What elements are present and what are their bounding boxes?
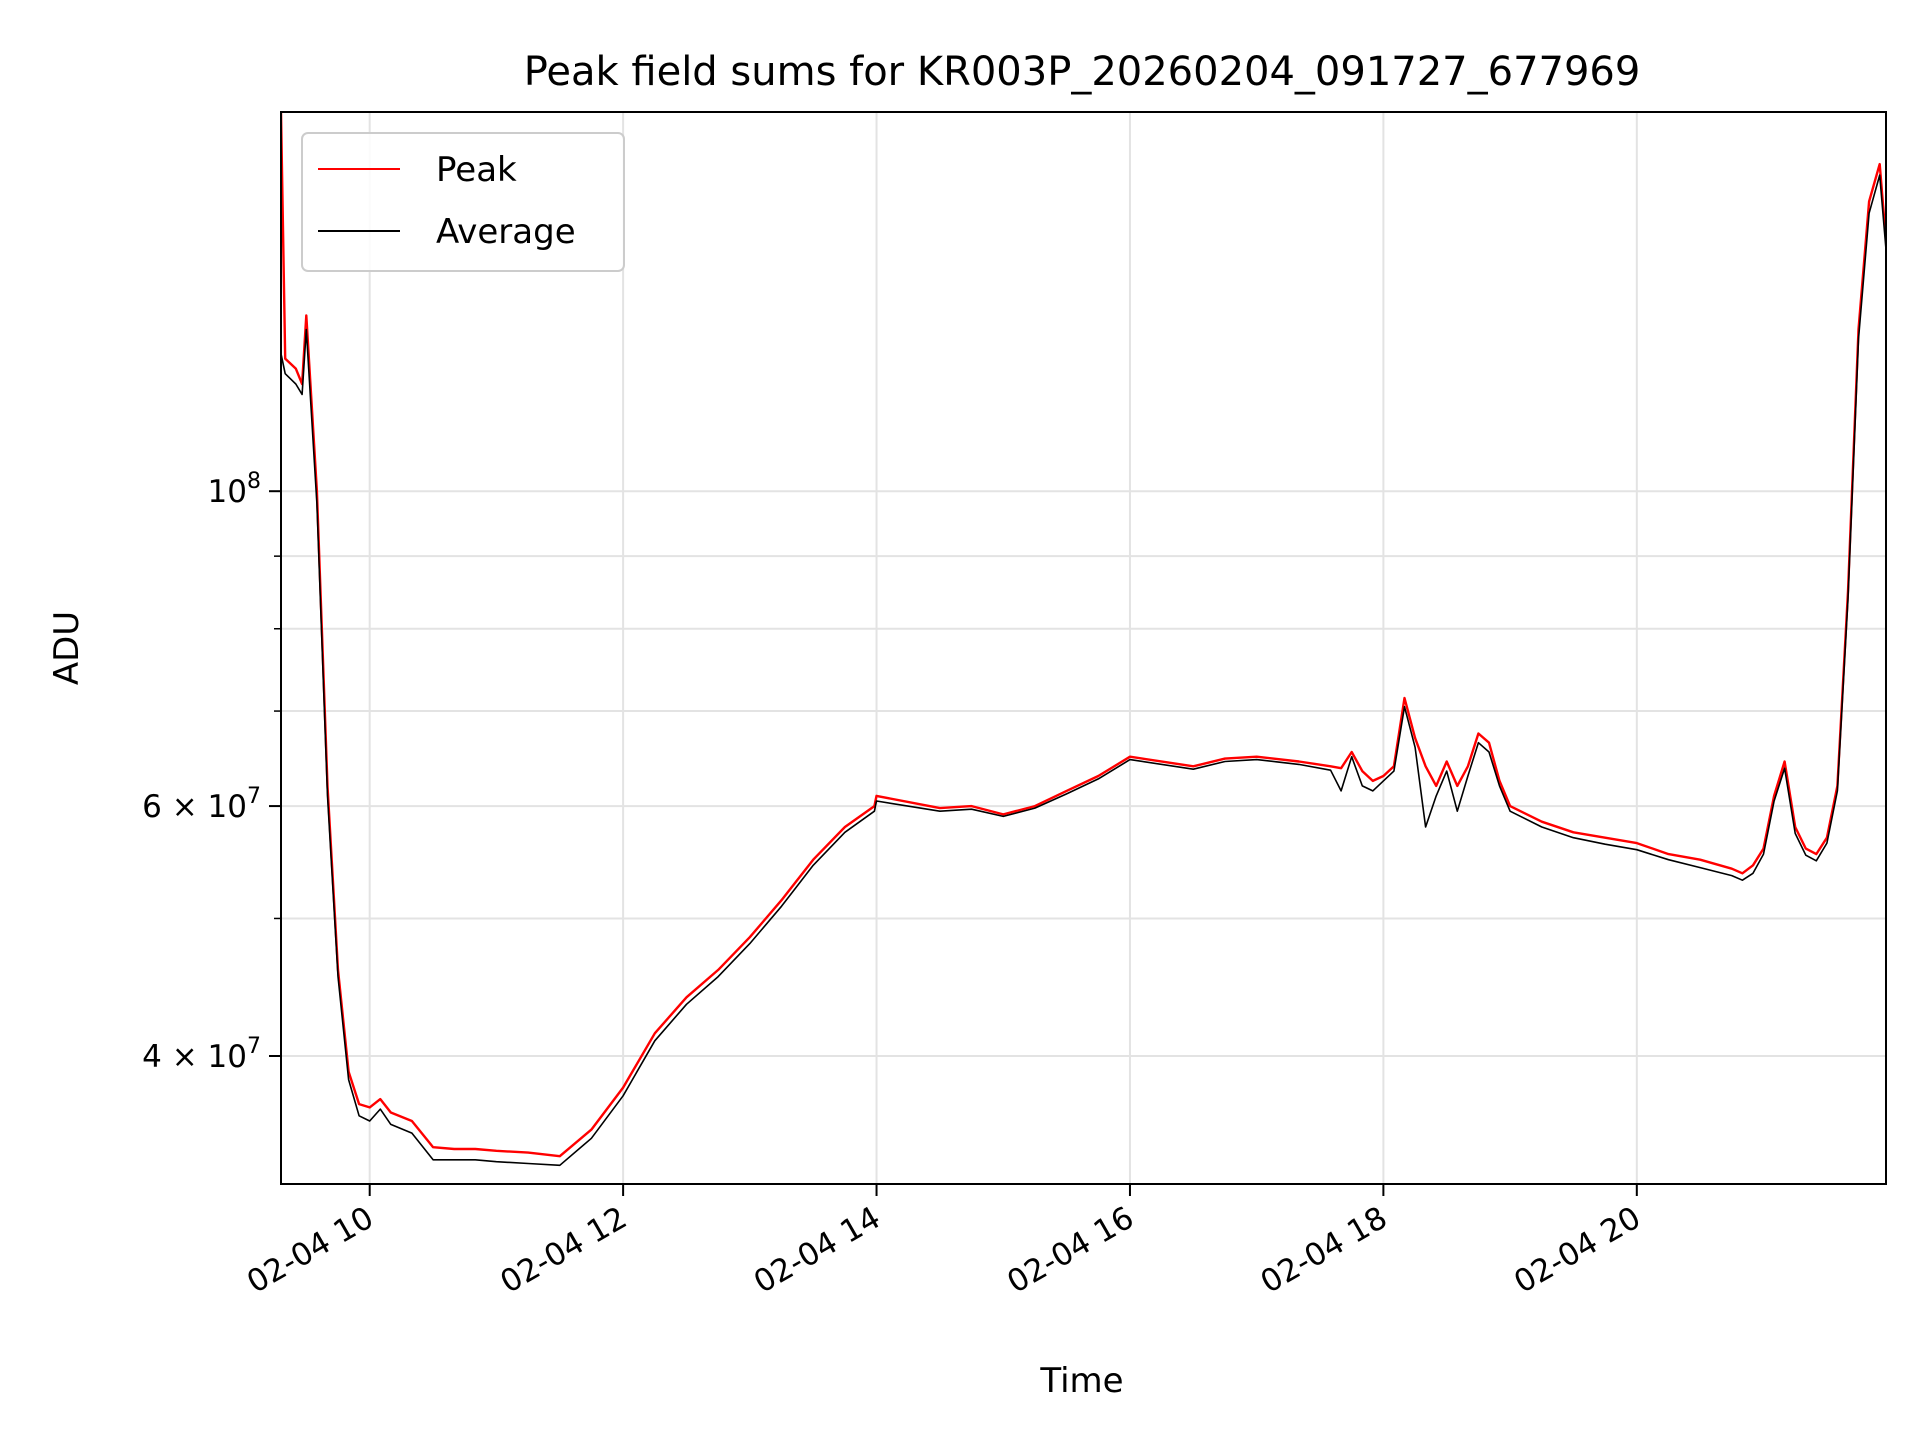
- y-tick-label-0: 4 × 107: [142, 1034, 261, 1075]
- plot-area: [281, 112, 1886, 1167]
- y-axis-label: ADU: [47, 611, 87, 685]
- x-axis-label: Time: [1039, 1361, 1123, 1401]
- legend-box: [301, 132, 625, 272]
- series-line-average: [281, 174, 1886, 1167]
- plot-frame: [280, 111, 1887, 1185]
- legend-label-peak: Peak: [436, 150, 517, 190]
- series-layer: [281, 112, 1886, 1167]
- chart-title: Peak field sums for KR003P_20260204_0917…: [524, 49, 1641, 95]
- y-tick-label-1: 6 × 107: [142, 784, 261, 825]
- grid-layer: [281, 112, 1886, 1184]
- chart-legend: Peak Average: [301, 132, 625, 272]
- y-axis: 4 × 107 6 × 107 108: [142, 469, 281, 1075]
- series-line-peak: [281, 112, 1886, 1158]
- legend-label-average: Average: [436, 212, 576, 252]
- y-tick-label-2: 108: [208, 469, 261, 510]
